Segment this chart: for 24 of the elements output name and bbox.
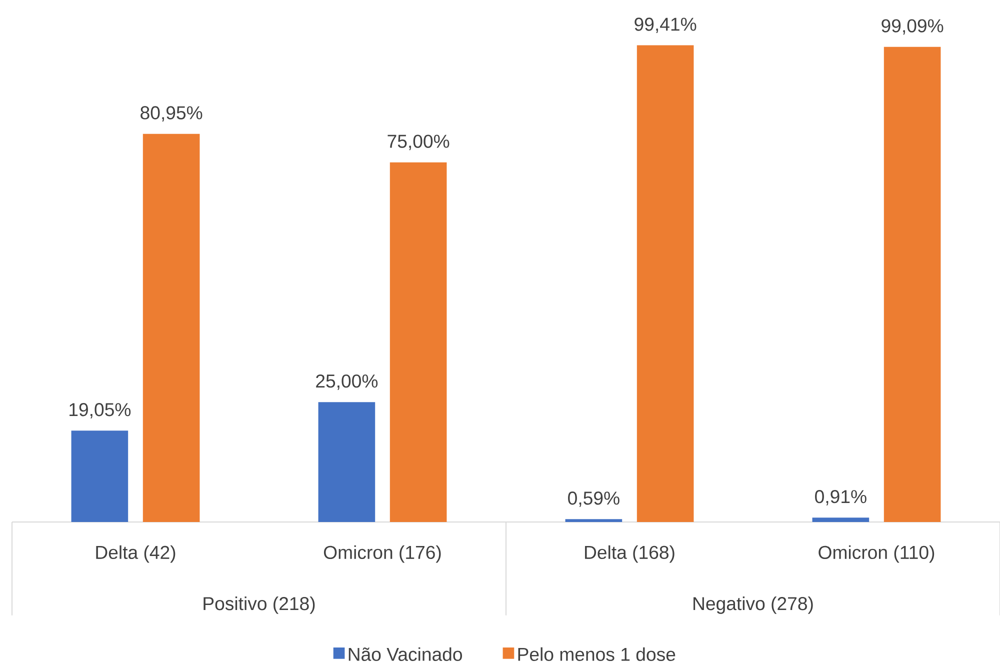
legend-label: Pelo menos 1 dose: [518, 647, 676, 661]
data-label: 0,59%: [568, 492, 620, 507]
bar: [636, 45, 694, 522]
data-label: 75,00%: [388, 134, 450, 150]
bar: [390, 162, 447, 522]
data-label: 0,91%: [815, 490, 866, 506]
data-label: 25,00%: [316, 374, 378, 390]
bar: [812, 518, 870, 522]
bar: [884, 46, 941, 522]
text: Positivo (218): [204, 596, 315, 614]
data-label: 19,05%: [70, 403, 131, 418]
x-tick-label: Delta (42): [96, 545, 176, 563]
bar: [565, 519, 622, 522]
data-label: 80,95%: [140, 106, 202, 122]
bar: [142, 134, 200, 522]
text: Negativo (278): [694, 596, 813, 614]
x-tick-label: Omicron (176): [324, 545, 441, 563]
x-tick-label: Omicron (110): [818, 545, 934, 563]
bar: [318, 402, 376, 522]
bar: [71, 430, 128, 522]
x-tick-label: Delta (168): [585, 545, 674, 563]
legend-label: Não Vacinado: [348, 647, 462, 661]
data-label: 99,41%: [634, 18, 696, 34]
data-label: 99,09%: [882, 19, 944, 35]
